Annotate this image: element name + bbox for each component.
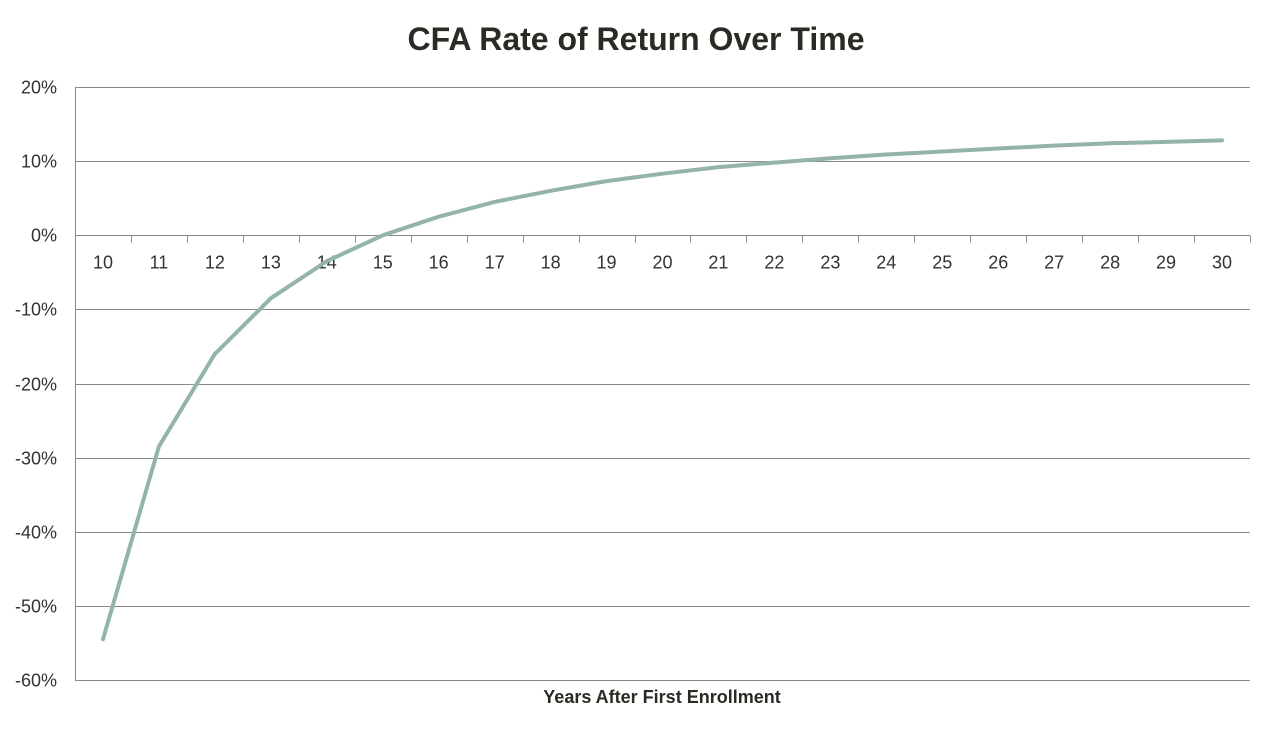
series-layer: [101, 138, 1224, 642]
y-tick-label: 10%: [21, 152, 57, 172]
y-tick-label: -40%: [15, 523, 57, 543]
series-line: [101, 138, 1224, 642]
x-tick-label: 16: [429, 253, 449, 273]
x-tick-label: 19: [597, 253, 617, 273]
y-tick-label: -10%: [15, 300, 57, 320]
x-tick-label: 18: [541, 253, 561, 273]
x-tick-label: 24: [876, 253, 896, 273]
y-tick-label: 20%: [21, 78, 57, 98]
x-tick-label: 29: [1156, 253, 1176, 273]
x-tick-label: 26: [988, 253, 1008, 273]
gridlines: [75, 87, 1250, 681]
x-tick-label: 10: [93, 253, 113, 273]
chart-title: CFA Rate of Return Over Time: [408, 21, 865, 57]
y-tick-label: -50%: [15, 597, 57, 617]
x-tick-label: 25: [932, 253, 952, 273]
x-tick-label: 28: [1100, 253, 1120, 273]
axes: [75, 87, 1251, 680]
x-tick-label: 12: [205, 253, 225, 273]
y-tick-label: -30%: [15, 449, 57, 469]
x-tick-label: 23: [820, 253, 840, 273]
x-tick-label: 22: [764, 253, 784, 273]
x-axis-tick-labels: 10 11 12 13 14 15 16 17 18 19 20 21 22 23 24 25 26 27 28 29…: [93, 253, 1232, 273]
x-tick-label: 11: [150, 253, 169, 273]
y-tick-label: 0%: [31, 226, 57, 246]
x-tick-label: 17: [485, 253, 505, 273]
x-axis-title: Years After First Enrollment: [543, 687, 780, 707]
y-tick-label: -20%: [15, 375, 57, 395]
y-axis-tick-labels: 20% 10% 0% -10% -20% -30% -40% -50% -60%: [15, 78, 57, 691]
x-tick-label: 20: [652, 253, 672, 273]
x-tick-label: 27: [1044, 253, 1064, 273]
y-tick-label: -60%: [15, 671, 57, 691]
x-tick-label: 30: [1212, 253, 1232, 273]
x-tick-label: 15: [373, 253, 393, 273]
x-tick-label: 21: [708, 253, 728, 273]
x-tick-label: 13: [261, 253, 281, 273]
